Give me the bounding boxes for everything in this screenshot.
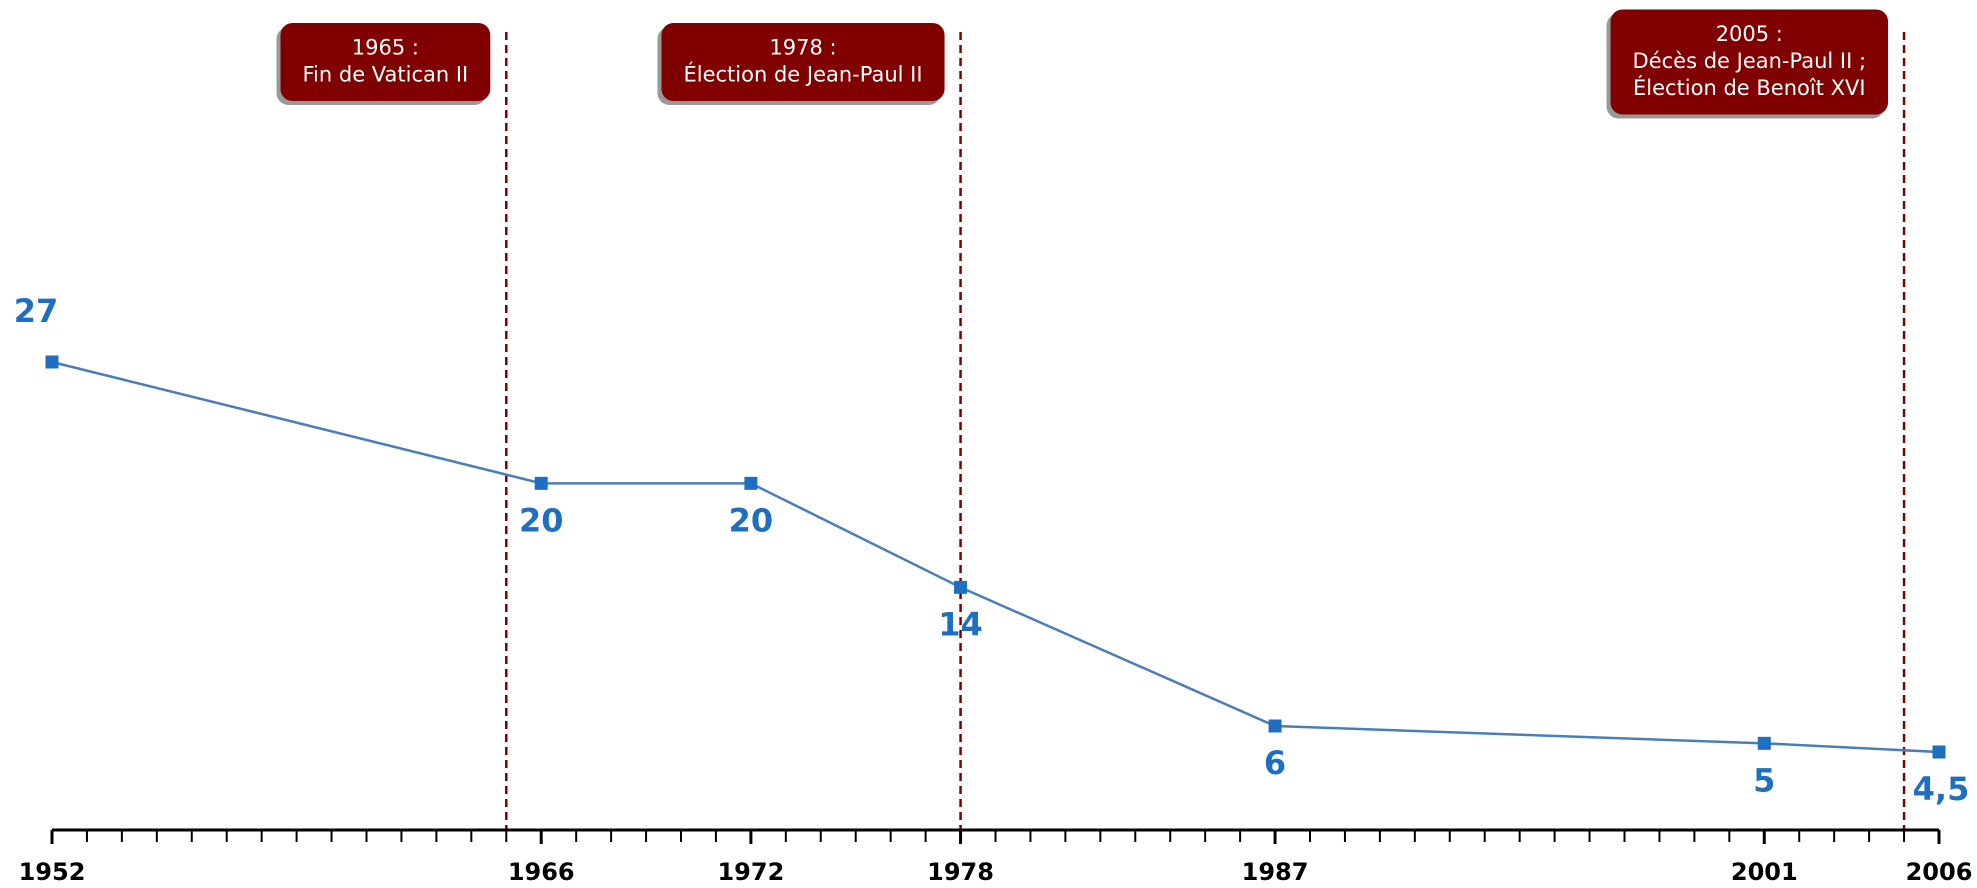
event-text: 2005 : <box>1716 22 1783 46</box>
box <box>280 23 491 101</box>
event-box: 2005 : Décès de Jean-Paul II ;Élection de… <box>1606 9 1889 119</box>
marker <box>744 476 758 490</box>
marker <box>45 355 59 369</box>
event-text: Décès de Jean-Paul II ; <box>1633 49 1867 73</box>
marker <box>1757 736 1771 750</box>
value-label: 14 <box>938 605 983 643</box>
value-label: 20 <box>519 501 564 539</box>
event-text: Élection de Benoît XVI <box>1633 75 1866 100</box>
x-tick-label: 1978 <box>927 858 994 886</box>
event-text: Fin de Vatican II <box>303 63 469 87</box>
value-label: 6 <box>1264 744 1286 782</box>
value-label: 27 <box>14 292 59 330</box>
value-label: 5 <box>1753 761 1775 799</box>
event-box: 1978 :Élection de Jean-Paul II <box>657 23 945 105</box>
x-tick-label: 1966 <box>508 858 575 886</box>
x-tick-label: 1952 <box>19 858 86 886</box>
x-tick-label: 1972 <box>717 858 784 886</box>
event-text: 1965 : <box>352 36 419 60</box>
marker <box>954 580 968 594</box>
marker <box>1268 719 1282 733</box>
marker <box>1932 745 1946 759</box>
x-tick-label: 1987 <box>1242 858 1309 886</box>
event-text: 1978 : <box>769 36 836 60</box>
box <box>1610 9 1889 115</box>
value-label: 20 <box>729 501 774 539</box>
series-line <box>51 360 1940 754</box>
box <box>661 23 945 101</box>
event-text: Élection de Jean-Paul II <box>683 62 922 87</box>
marker <box>534 476 548 490</box>
x-tick-label: 2006 <box>1906 858 1973 886</box>
x-tick-label: 2001 <box>1731 858 1798 886</box>
value-label: 4,5 <box>1913 770 1970 808</box>
event-box: 1965 : Fin de Vatican II <box>276 23 491 105</box>
